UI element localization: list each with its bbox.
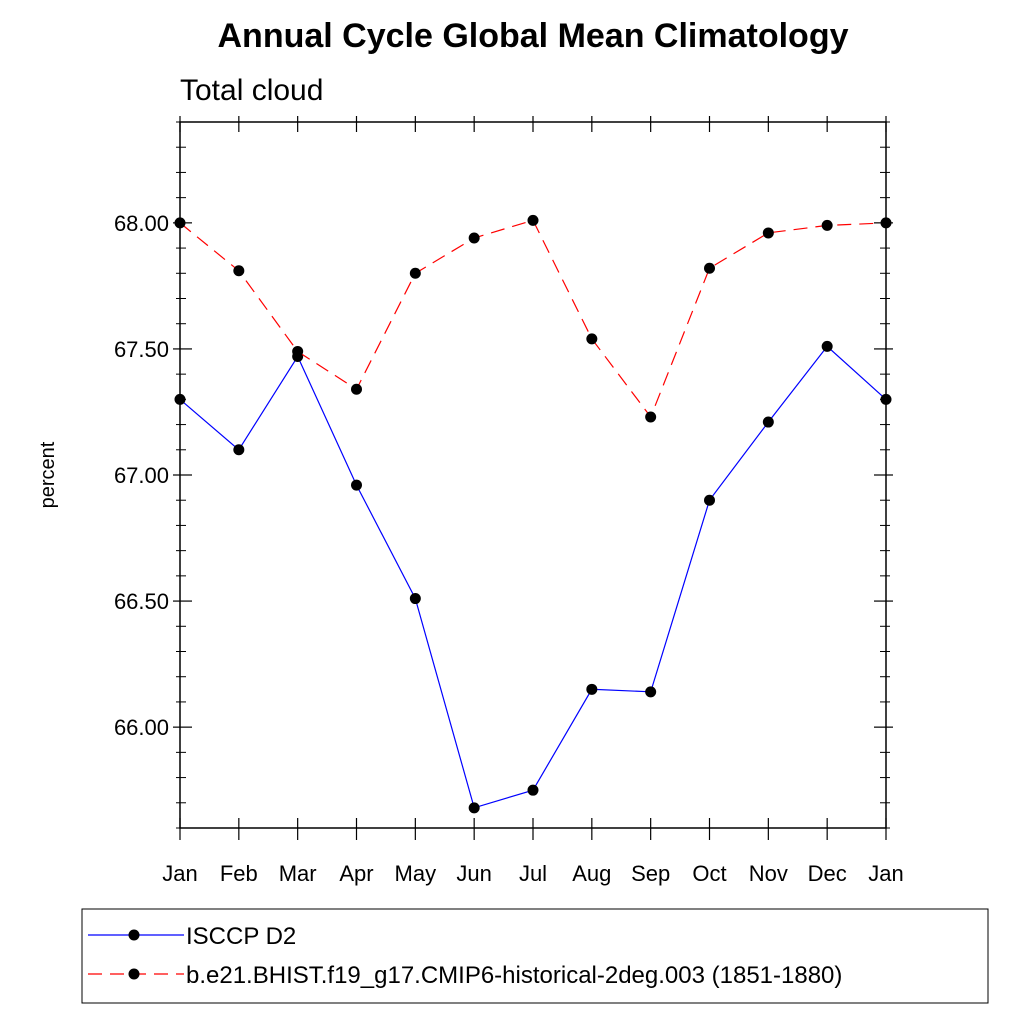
data-point (233, 265, 245, 277)
series-2 (174, 214, 892, 423)
x-tick-label: Jun (456, 861, 491, 886)
data-point (880, 217, 892, 229)
y-tick-labels: 66.00 66.50 67.00 67.50 68.00 (114, 211, 169, 740)
data-point (586, 683, 598, 695)
series-line (179, 219, 887, 419)
x-tick-label: Aug (572, 861, 611, 886)
data-point (527, 214, 539, 226)
y-tick-label: 67.50 (114, 337, 169, 362)
chart-title: Annual Cycle Global Mean Climatology (218, 17, 849, 55)
data-point (704, 262, 715, 274)
x-tick-label: Apr (339, 861, 373, 886)
legend: ISCCP D2 b.e21.BHIST.f19_g17.CMIP6-histor… (81, 908, 989, 1004)
data-point (762, 416, 774, 428)
x-tick-label: Sep (631, 861, 670, 886)
data-point (821, 219, 833, 231)
x-tick-label: Jul (519, 861, 547, 886)
legend-label: ISCCP D2 (186, 923, 296, 950)
series-line (179, 345, 887, 809)
x-tick-label: Feb (220, 861, 258, 886)
legend-marker (128, 929, 140, 941)
plot-frame (179, 121, 887, 829)
legend-box (81, 908, 989, 1004)
data-point (468, 802, 480, 814)
x-tick-label: Mar (279, 861, 317, 886)
data-point (645, 686, 657, 698)
axis-ticks (173, 116, 893, 840)
data-point (645, 411, 657, 423)
legend-label: b.e21.BHIST.f19_g17.CMIP6-historical-2de… (186, 962, 842, 989)
x-tick-label: May (395, 861, 437, 886)
x-tick-label: Jan (868, 861, 903, 886)
data-point (174, 217, 186, 229)
y-tick-label: 66.50 (114, 589, 169, 614)
series-1 (174, 340, 892, 814)
data-point (704, 494, 715, 506)
data-point (174, 393, 186, 405)
x-tick-label: Nov (749, 861, 788, 886)
series-layer (174, 214, 892, 814)
x-tick-label: Jan (162, 861, 197, 886)
x-tick-labels: Jan Feb Mar Apr May Jun Jul Aug Sep Oct Nov Dec Jan (162, 861, 903, 886)
x-tick-label: Dec (808, 861, 847, 886)
data-point (351, 383, 362, 395)
data-point (409, 267, 421, 279)
data-point (351, 479, 362, 491)
data-point (762, 227, 774, 239)
data-point (880, 393, 892, 405)
data-point (468, 232, 480, 244)
y-tick-label: 66.00 (114, 715, 169, 740)
data-point (527, 784, 539, 796)
data-point (821, 340, 833, 352)
data-point (292, 345, 304, 357)
data-point (409, 593, 421, 605)
data-point (233, 444, 245, 456)
y-tick-label: 68.00 (114, 211, 169, 236)
chart-subtitle: Total cloud (180, 74, 323, 107)
y-tick-label: 67.00 (114, 463, 169, 488)
x-tick-label: Oct (692, 861, 726, 886)
legend-marker (128, 968, 140, 980)
y-axis-label: percent (37, 441, 59, 508)
data-point (586, 333, 598, 345)
